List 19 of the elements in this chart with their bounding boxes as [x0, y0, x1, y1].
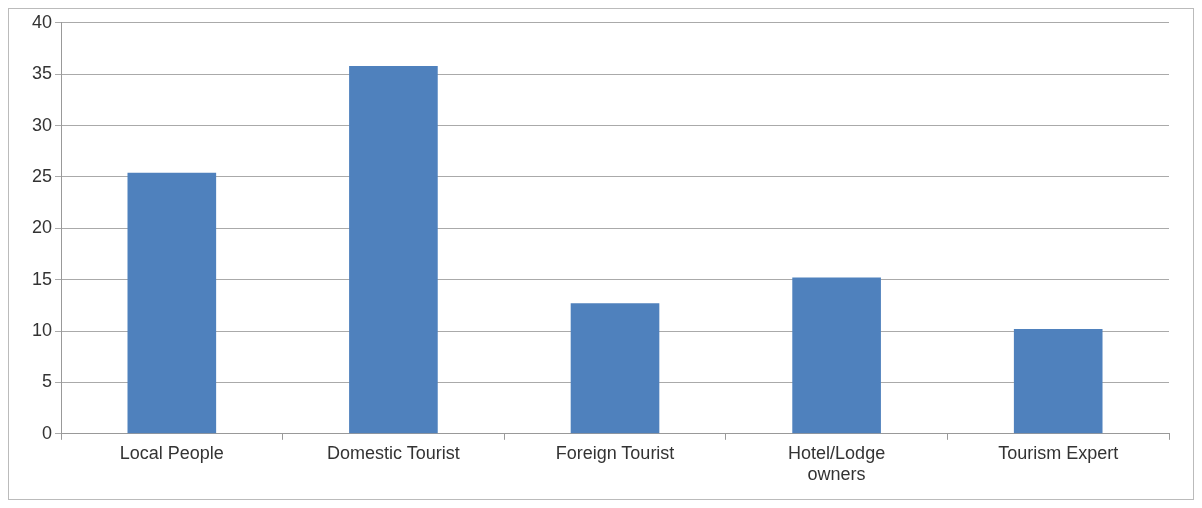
bar	[127, 172, 217, 434]
y-tick-label: 0	[42, 422, 53, 443]
x-tick-label: Domestic Tourist	[327, 442, 460, 463]
bar	[1013, 329, 1103, 434]
y-tick-label: 15	[31, 268, 53, 289]
y-tick-label: 20	[31, 217, 53, 238]
y-tick-label: 25	[31, 165, 53, 186]
y-tick-label: 10	[31, 320, 53, 341]
bar	[349, 65, 438, 434]
y-tick-label: 35	[31, 63, 53, 84]
bar	[570, 303, 660, 434]
x-tick-label: Hotel/Lodge owners	[788, 442, 886, 485]
x-tick-label: Foreign Tourist	[555, 442, 675, 463]
bar	[792, 277, 881, 434]
y-tick-label: 5	[42, 371, 53, 392]
x-tick-label: Tourism Expert	[998, 442, 1119, 463]
y-tick-label: 30	[31, 114, 53, 135]
y-tick-label: 40	[31, 11, 53, 32]
x-tick-label: Local People	[119, 442, 224, 463]
